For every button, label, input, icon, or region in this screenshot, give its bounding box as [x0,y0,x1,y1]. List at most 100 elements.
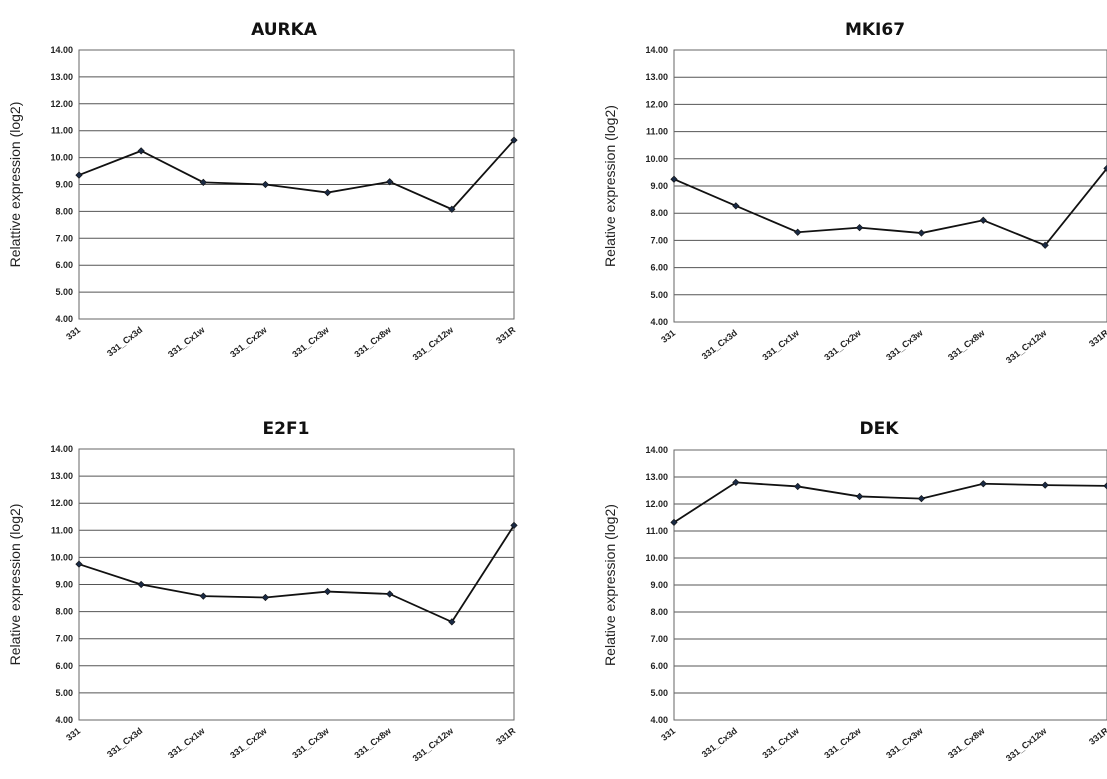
data-point-marker [855,492,864,501]
plot-frame [673,449,1107,721]
y-tick-label: 6.00 [55,260,73,270]
x-tick-label: 331 [659,726,677,743]
x-tick-label: 331_Cx2w [822,725,863,760]
data-point-marker [448,618,456,626]
data-point-marker [448,205,456,213]
y-tick-label: 10.00 [645,154,668,164]
x-tick-label: 331_Cx3w [290,324,331,359]
data-point-marker [670,175,678,183]
chart-title: E2F1 [263,419,310,439]
y-tick-label: 6.00 [650,661,668,671]
x-tick-label: 331_Cx12w [411,725,456,763]
data-point-marker [1041,481,1049,489]
x-tick-label: 331_Cx8w [946,327,987,362]
y-tick-label: 13.00 [645,72,668,82]
x-tick-label: 331_Cx3w [884,725,925,760]
y-tick-label: 4.00 [55,715,73,725]
data-point-marker [323,587,332,596]
x-tick-label: 331_Cx2w [228,324,269,359]
chart-panel-4: 4.00 5.00 6.00 7.00 8.00 9.00 10.00 11.00 12.00 1… [602,419,1107,763]
data-point-marker [1041,241,1049,249]
series-line [78,139,515,211]
y-tick-label: 5.00 [650,290,668,300]
x-tick-label: 331_Cx12w [1004,327,1049,365]
chart-panel-2: 4.00 5.00 6.00 7.00 8.00 9.00 10.00 11.00 12.00 1… [602,20,1107,365]
y-tick-label: 13.00 [645,472,668,482]
x-tick-label: 331_Cx3w [290,725,331,760]
y-tick-label: 14.00 [50,444,73,454]
y-tick-label: 11.00 [646,127,668,137]
x-tick-label: 331R [494,725,518,746]
x-tick-label: 331_Cx8w [946,725,987,760]
data-point-marker [732,202,740,210]
y-tick-label: 7.00 [55,634,73,644]
x-tick-label: 331_Cx3w [884,327,925,362]
x-tick-label: 331_Cx12w [411,324,456,362]
data-point-marker [261,593,270,602]
data-point-marker [670,518,678,526]
x-tick-label: 331_Cx2w [228,725,269,760]
y-tick-label: 13.00 [50,471,73,481]
x-tick-label: 331_Cx3d [700,726,739,760]
x-tick-label: 331_Cx2w [822,327,863,362]
data-point-marker [386,178,394,186]
x-tick-label: 331_Cx3d [105,325,144,359]
x-tick-label: 331 [64,726,82,743]
data-point-marker [510,521,518,530]
x-tick-label: 331R [494,324,518,345]
x-tick-label: 331_Cx12w [1004,725,1049,763]
y-tick-label: 14.00 [645,445,668,455]
x-tick-label: 331R [1087,725,1107,746]
plot-frame [78,448,515,721]
data-point-marker [979,480,987,488]
x-tick-label: 331_Cx8w [352,725,393,760]
y-tick-label: 14.00 [50,45,73,55]
y-tick-label: 10.00 [645,553,668,563]
data-point-marker [75,171,83,179]
data-point-marker [917,494,926,503]
series-line [78,524,515,624]
y-tick-label: 5.00 [55,287,73,297]
y-tick-label: 9.00 [55,580,73,590]
y-tick-label: 10.00 [50,552,73,562]
data-point-marker [917,229,926,237]
y-tick-label: 10.00 [50,153,73,163]
y-axis-label: Relative expression (log2) [602,105,618,267]
data-point-marker [199,178,207,186]
data-point-marker [1103,164,1107,172]
x-tick-label: 331_Cx3d [105,726,144,760]
x-tick-label: 331_Cx1w [166,324,207,359]
y-tick-label: 12.00 [50,99,73,109]
plot-frame [78,49,515,320]
y-tick-label: 12.00 [645,99,668,109]
data-point-marker [855,223,864,232]
data-point-marker [386,590,394,598]
y-tick-label: 6.00 [650,263,668,273]
y-tick-label: 8.00 [650,208,668,218]
chart-title: AURKA [251,20,318,40]
y-tick-label: 4.00 [650,317,668,327]
y-tick-label: 9.00 [650,181,668,191]
y-tick-label: 4.00 [55,314,73,324]
x-tick-label: 331R [1087,327,1107,348]
y-tick-label: 8.00 [55,607,73,617]
y-tick-label: 11.00 [51,525,73,535]
data-point-marker [261,180,270,189]
x-tick-label: 331_Cx3d [700,328,739,362]
y-tick-label: 7.00 [55,233,73,243]
data-point-marker [75,560,83,568]
y-tick-label: 8.00 [650,607,668,617]
series-line [673,167,1107,247]
data-point-marker [979,216,987,224]
plot-frame [673,49,1107,323]
y-axis-label: Relative expression (log2) [602,504,618,666]
y-tick-label: 9.00 [650,580,668,590]
data-point-marker [794,228,802,236]
data-point-marker [732,478,740,487]
y-tick-label: 7.00 [650,235,668,245]
x-tick-label: 331 [659,328,677,345]
data-point-marker [323,188,332,197]
x-tick-label: 331 [64,325,82,342]
x-tick-label: 331_Cx1w [760,327,801,362]
